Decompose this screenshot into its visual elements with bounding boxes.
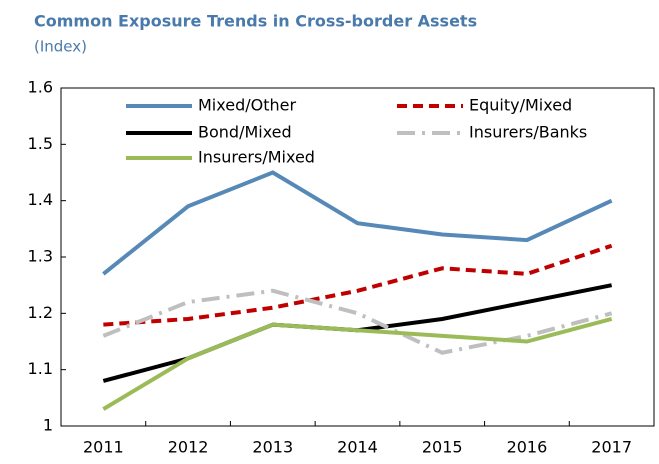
y-tick-label: 1.3 bbox=[28, 247, 53, 266]
x-tick-label: 2016 bbox=[507, 438, 548, 457]
series-line bbox=[102, 170, 613, 276]
series-line bbox=[103, 243, 613, 327]
series-line bbox=[102, 283, 613, 383]
y-tick-label: 1.2 bbox=[28, 303, 53, 322]
chart-title: Common Exposure Trends in Cross-border A… bbox=[34, 12, 477, 31]
legend-label: Equity/Mixed bbox=[469, 96, 572, 115]
x-tick-label: 2017 bbox=[591, 438, 632, 457]
series-line bbox=[102, 317, 613, 411]
x-tick-label: 2014 bbox=[337, 438, 378, 457]
chart-subtitle: (Index) bbox=[34, 38, 87, 56]
y-tick-label: 1 bbox=[43, 416, 53, 435]
x-tick-label: 2015 bbox=[422, 438, 463, 457]
x-tick-label: 2011 bbox=[83, 438, 124, 457]
legend-label: Bond/Mixed bbox=[198, 123, 292, 142]
y-tick-label: 1.4 bbox=[28, 190, 53, 209]
y-tick-label: 1.6 bbox=[28, 78, 53, 97]
x-tick-label: 2012 bbox=[168, 438, 209, 457]
y-tick-label: 1.5 bbox=[28, 134, 53, 153]
y-tick-label: 1.1 bbox=[28, 359, 53, 378]
legend-label: Mixed/Other bbox=[198, 96, 296, 115]
x-tick-label: 2013 bbox=[252, 438, 293, 457]
legend-label: Insurers/Mixed bbox=[198, 148, 315, 167]
legend-label: Insurers/Banks bbox=[469, 123, 587, 142]
